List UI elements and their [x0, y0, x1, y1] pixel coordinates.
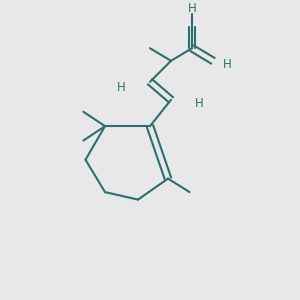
Text: H: H — [195, 97, 204, 110]
Text: H: H — [223, 58, 231, 71]
Text: H: H — [188, 2, 196, 15]
Text: H: H — [117, 81, 125, 94]
